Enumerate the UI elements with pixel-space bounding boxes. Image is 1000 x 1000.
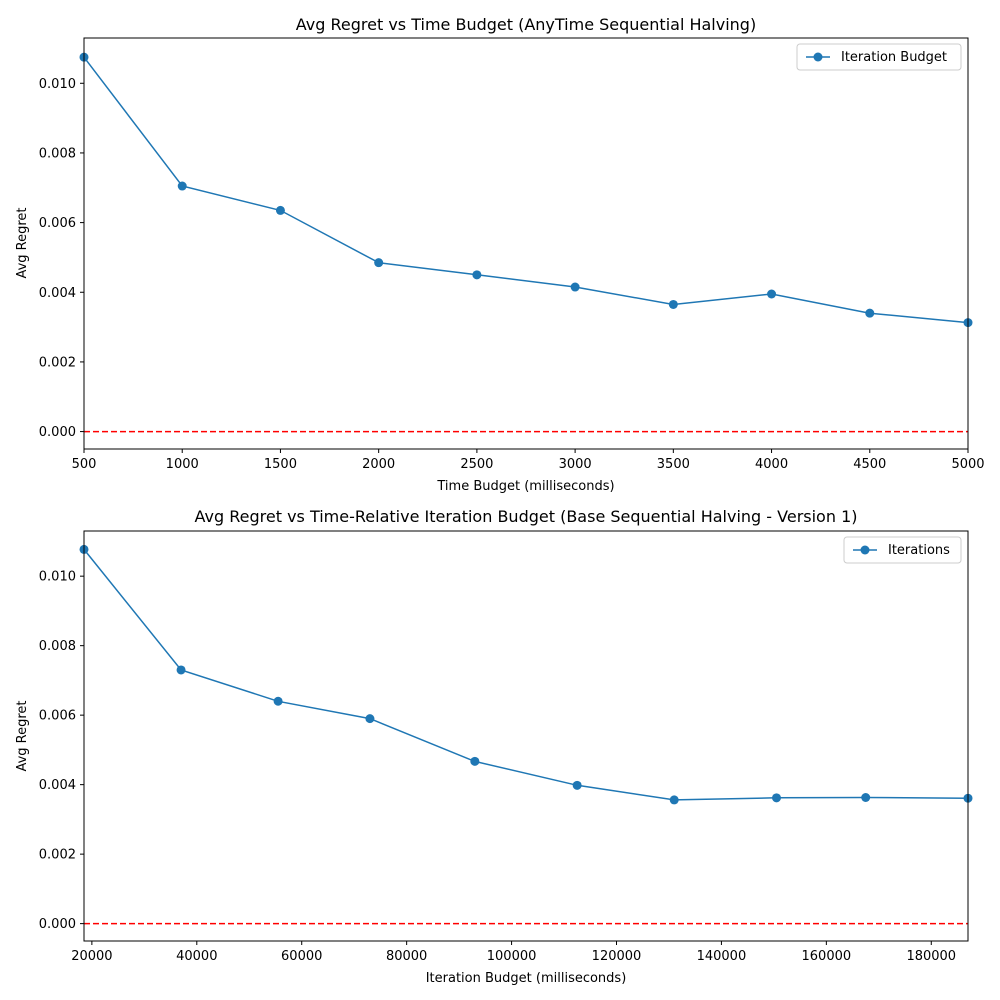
axes-frame [83,530,969,942]
x-tick-label: 140000 [697,949,747,964]
data-point [767,289,777,299]
x-tick-label: 1500 [264,457,297,472]
data-point [865,308,875,318]
data-point [275,205,285,215]
chart-top-legend: Iteration Budget [796,43,962,71]
y-tick-label: 0.002 [39,355,76,370]
data-point [472,270,482,280]
data-point [668,299,678,309]
chart-top-ylabel: Avg Regret [15,207,30,278]
data-point [365,714,375,724]
x-tick-label: 40000 [176,949,217,964]
data-point [572,780,582,790]
chart-bottom-legend: Iterations [843,536,962,564]
x-tick-label: 5000 [951,457,984,472]
y-tick-label: 0.000 [39,425,76,440]
data-point [669,795,679,805]
x-tick-label: 20000 [71,949,112,964]
x-tick-label: 3500 [657,457,690,472]
data-point [772,793,782,803]
data-point [374,258,384,268]
y-tick-label: 0.008 [39,639,76,654]
series-line [83,56,969,324]
x-tick-label: 500 [72,457,97,472]
x-tick-label: 60000 [281,949,322,964]
chart-top: Avg Regret vs Time Budget (AnyTime Seque… [15,15,985,494]
chart-bottom: Avg Regret vs Time-Relative Iteration Bu… [15,507,973,986]
x-tick-label: 3000 [559,457,592,472]
legend-marker [813,52,823,62]
chart-bottom-title: Avg Regret vs Time-Relative Iteration Bu… [195,507,858,526]
x-tick-label: 80000 [386,949,427,964]
x-tick-label: 160000 [802,949,852,964]
y-tick-label: 0.008 [39,146,76,161]
x-tick-label: 100000 [487,949,537,964]
legend-frame [796,43,962,71]
chart-bottom-ylabel: Avg Regret [15,700,30,771]
data-point [177,181,187,191]
chart-bottom-xlabel: Iteration Budget (milliseconds) [426,971,627,986]
legend-marker [860,545,870,555]
x-tick-label: 180000 [906,949,956,964]
y-tick-label: 0.002 [39,848,76,863]
y-tick-label: 0.010 [39,570,76,585]
legend-label: Iterations [888,543,950,558]
y-tick-label: 0.010 [39,77,76,92]
y-tick-label: 0.004 [39,778,76,793]
y-tick-label: 0.000 [39,917,76,932]
data-point [273,696,283,706]
x-tick-label: 1000 [166,457,199,472]
chart-top-xlabel: Time Budget (milliseconds) [436,479,614,494]
chart-top-plot-area: 500 1000 1500 2000 2500 3000 3500 4000 4500 5000 0… [39,37,985,472]
x-tick-label: 2000 [362,457,395,472]
data-point [570,282,580,292]
data-point [176,665,186,675]
y-tick-label: 0.006 [39,216,76,231]
x-tick-label: 120000 [592,949,642,964]
data-point [861,793,871,802]
chart-top-title: Avg Regret vs Time Budget (AnyTime Seque… [296,15,756,34]
legend-frame [843,536,962,564]
chart-bottom-plot-area: 20000 40000 60000 80000 100000 120000 140000 16… [39,530,973,964]
legend-label: Iteration Budget [841,50,947,65]
x-tick-label: 4500 [853,457,886,472]
x-tick-label: 4000 [755,457,788,472]
y-tick-label: 0.006 [39,709,76,724]
y-tick-label: 0.004 [39,286,76,301]
series-line [83,548,969,801]
axes-frame [83,37,969,450]
data-point [470,756,480,766]
x-tick-label: 2500 [460,457,493,472]
